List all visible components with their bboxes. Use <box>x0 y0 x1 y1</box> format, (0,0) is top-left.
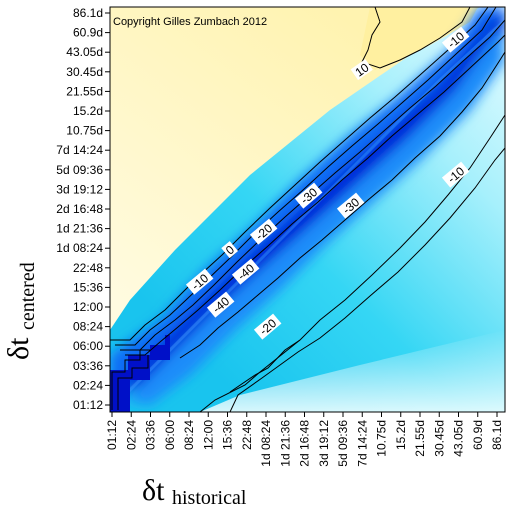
y-tick-label: 06:00 <box>73 339 103 353</box>
x-tick-label: 12:00 <box>201 420 215 450</box>
y-tick-label: 15:36 <box>73 280 103 294</box>
y-axis-title-sub: centered <box>17 262 39 330</box>
contour-lines <box>110 7 505 412</box>
x-tick-label: 5d 09:36 <box>336 420 350 467</box>
y-tick-label: 86.1d <box>73 6 103 20</box>
x-tick-label: 30.45d <box>432 420 446 457</box>
x-tick-label: 86.1d <box>490 420 504 450</box>
copyright-text: Copyright Gilles Zumbach 2012 <box>113 16 267 28</box>
x-tick-label: 15.2d <box>394 420 408 450</box>
contour-label-bg <box>185 268 214 295</box>
y-tick-label: 01:12 <box>73 398 103 412</box>
x-tick-label: 7d 14:24 <box>355 420 369 467</box>
x-tick-label: 22:48 <box>240 420 254 450</box>
x-tick-label: 21.55d <box>413 420 427 457</box>
contour-label-bg <box>441 161 470 188</box>
x-axis-title-sub: historical <box>172 487 247 509</box>
y-tick-label: 03:36 <box>73 359 103 373</box>
y-tick-label: 5d 09:36 <box>56 163 103 177</box>
x-tick-label: 15:36 <box>221 420 235 450</box>
dark-block <box>110 335 170 412</box>
yellow-region <box>110 7 480 330</box>
bright-yellow-region <box>360 7 478 70</box>
contour-label-bg <box>294 182 323 209</box>
y-tick-label: 15.2d <box>73 104 103 118</box>
y-tick-label: 12:00 <box>73 300 103 314</box>
x-tick-label: 43.05d <box>452 420 466 457</box>
y-tick-label: 60.9d <box>73 26 103 40</box>
x-tick-label: 01:12 <box>105 420 119 450</box>
y-tick-label: 3d 19:12 <box>56 182 103 196</box>
x-tick-label: 3d 19:12 <box>317 420 331 467</box>
x-tick-label: 06:00 <box>163 420 177 450</box>
x-tick-label: 2d 16:48 <box>298 420 312 467</box>
x-tick-label: 02:24 <box>124 420 138 450</box>
y-tick-label: 43.05d <box>66 45 103 59</box>
contour-label-bg <box>336 192 365 219</box>
contour-label-bg <box>441 26 470 53</box>
y-axis-title: δt centered <box>2 262 39 360</box>
x-tick-label: 08:24 <box>182 420 196 450</box>
y-axis: 86.1d 60.9d 43.05d 30.45d 21.55d 15.2d 10.75d 7… <box>56 6 110 412</box>
contour-label: 10 <box>350 59 373 81</box>
x-axis-title: δt historical <box>142 474 247 509</box>
x-tick-label: 60.9d <box>471 420 485 450</box>
x-tick-label: 10.75d <box>375 420 389 457</box>
y-tick-label: 1d 21:36 <box>56 222 103 236</box>
contour-label-bg <box>221 241 239 259</box>
contour-label-bg <box>231 258 260 285</box>
x-tick-label: 1d 08:24 <box>259 420 273 467</box>
contour-label-bg <box>249 218 278 245</box>
x-axis: 01:12 02:24 03:36 06:00 08:24 12:00 15:36 22:48… <box>105 412 504 467</box>
y-axis-title-main: δt <box>2 337 35 360</box>
y-tick-label: 2d 16:48 <box>56 202 103 216</box>
contour-label-bg <box>350 59 373 81</box>
y-tick-label: 7d 14:24 <box>56 143 103 157</box>
x-tick-label: 03:36 <box>144 420 158 450</box>
y-tick-label: 1d 08:24 <box>56 241 103 255</box>
y-tick-label: 30.45d <box>66 65 103 79</box>
y-tick-label: 10.75d <box>66 124 103 138</box>
bottom-pale-region <box>200 330 505 412</box>
y-tick-label: 08:24 <box>73 320 103 334</box>
plot-area <box>110 7 505 412</box>
x-axis-title-main: δt <box>142 474 165 507</box>
contour-label-bg <box>253 313 282 340</box>
y-tick-label: 02:24 <box>73 378 103 392</box>
y-tick-label: 22:48 <box>73 261 103 275</box>
contour-label: 0 <box>221 241 239 259</box>
x-tick-label: 1d 21:36 <box>278 420 292 467</box>
contour-label-bg <box>206 291 235 318</box>
y-tick-label: 21.55d <box>66 84 103 98</box>
